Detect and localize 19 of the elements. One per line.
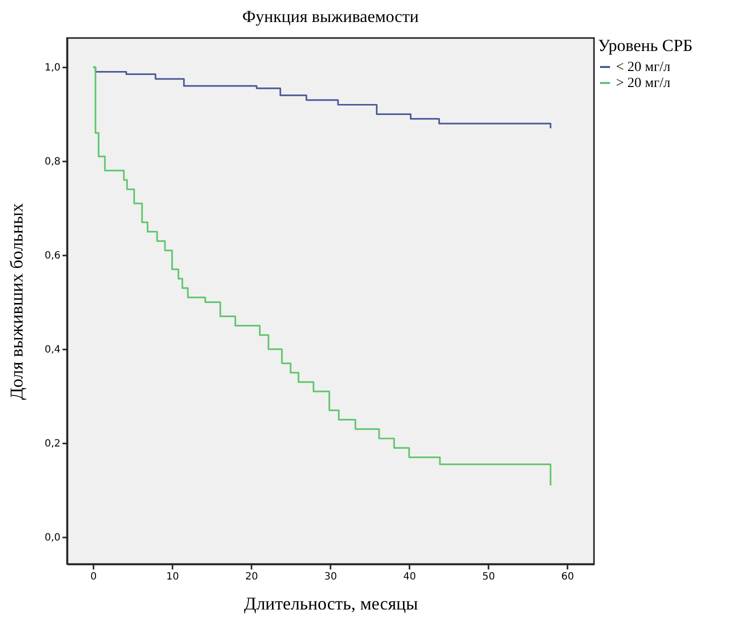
y-tick-label: 0,2 bbox=[44, 438, 60, 450]
legend-label: > 20 мг/л bbox=[616, 76, 670, 91]
y-tick-label: 0,6 bbox=[44, 250, 60, 262]
x-tick-label: 30 bbox=[324, 572, 337, 582]
y-tick-label: 0,4 bbox=[44, 344, 60, 356]
x-tick-label: 50 bbox=[482, 572, 495, 582]
legend-label: < 20 мг/л bbox=[616, 60, 670, 75]
x-axis-title: Длительность, месяцы bbox=[244, 594, 418, 614]
x-tick-label: 0 bbox=[90, 572, 97, 582]
x-tick-label: 20 bbox=[245, 572, 258, 582]
y-tick-label: 0,0 bbox=[44, 532, 60, 544]
y-tick-label: 1,0 bbox=[44, 62, 60, 74]
legend-title: Уровень СРБ bbox=[598, 36, 693, 55]
x-tick-label: 40 bbox=[403, 572, 416, 582]
x-tick-label: 60 bbox=[561, 572, 574, 582]
x-tick-label: 10 bbox=[166, 572, 179, 582]
y-axis-title: Доля выживших больных bbox=[6, 203, 27, 400]
chart-title: Функция выживаемости bbox=[242, 7, 419, 26]
y-tick-label: 0,8 bbox=[44, 156, 60, 168]
